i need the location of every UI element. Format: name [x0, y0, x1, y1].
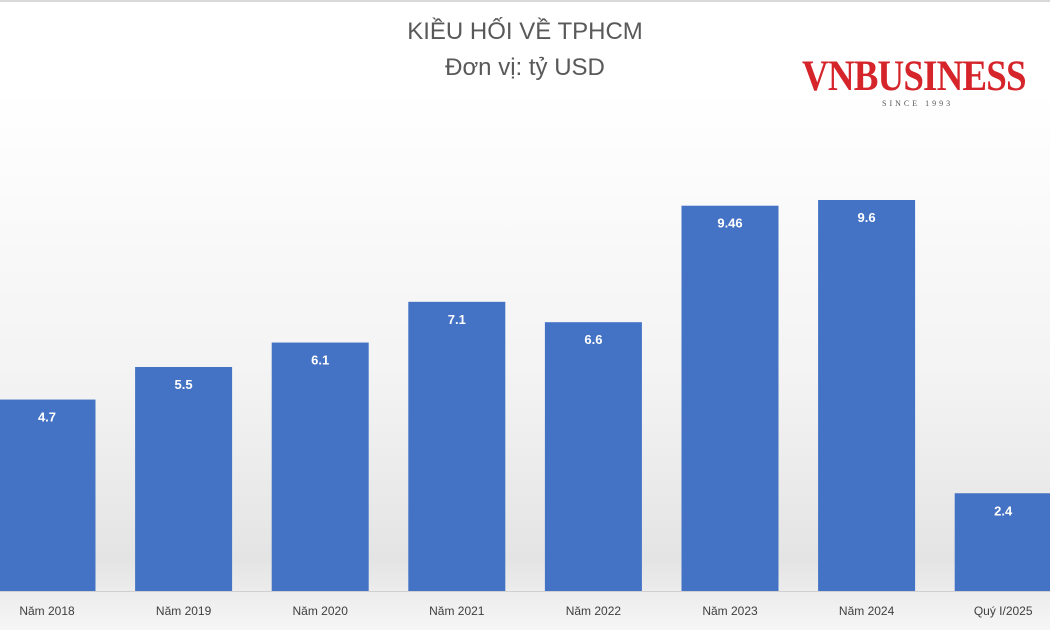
logo-since: SINCE 1993: [882, 99, 954, 108]
data-label: 6.1: [311, 353, 329, 368]
x-tick-label: Năm 2021: [429, 604, 485, 618]
data-label: 9.46: [717, 216, 742, 231]
bar: [544, 322, 642, 591]
data-label: 4.7: [38, 410, 56, 425]
x-tick-label: Năm 2019: [156, 604, 212, 618]
chart-title: KIỀU HỐI VỀ TPHCM: [407, 18, 643, 45]
x-tick-label: Năm 2022: [566, 604, 622, 618]
data-label: 9.6: [858, 210, 876, 225]
bar: [954, 493, 1050, 591]
x-tick-label: Năm 2024: [839, 604, 895, 618]
bar: [0, 399, 96, 591]
chart-subtitle: Đơn vị: tỷ USD: [445, 54, 605, 81]
x-tick-label: Năm 2023: [702, 604, 758, 618]
bar: [818, 200, 916, 591]
bar: [135, 366, 233, 591]
x-tick-label: Năm 2018: [19, 604, 75, 618]
data-label: 7.1: [448, 312, 466, 327]
data-label: 6.6: [584, 332, 602, 347]
bar: [271, 342, 369, 591]
x-tick-label: Năm 2020: [293, 604, 349, 618]
bar: [681, 205, 779, 591]
vnbusiness-logo: VNBUSINESS SINCE 1993: [802, 52, 1034, 112]
data-label: 5.5: [175, 377, 193, 392]
data-label: 2.4: [994, 503, 1013, 518]
logo-text: VNBUSINESS: [802, 53, 1027, 100]
x-tick-label: Quý I/2025: [974, 604, 1033, 618]
top-border: [0, 0, 1050, 2]
bar: [408, 301, 506, 591]
